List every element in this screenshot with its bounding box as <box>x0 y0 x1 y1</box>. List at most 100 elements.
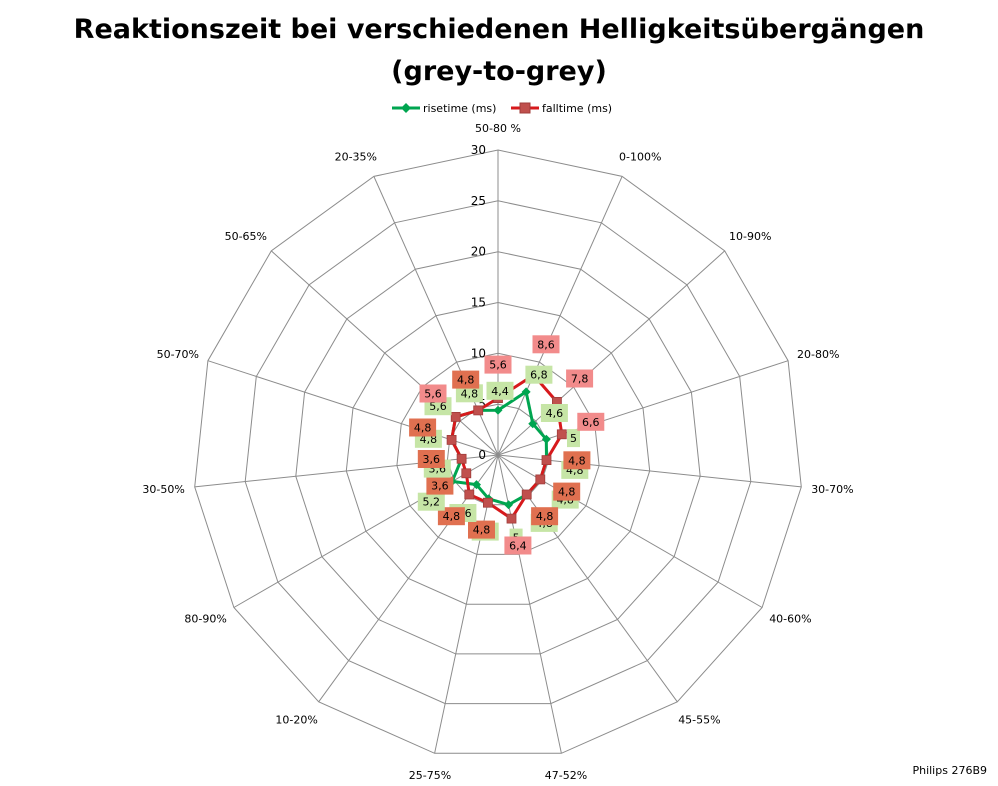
fall-label-2: 7,8 <box>571 373 589 386</box>
fall-label-bg-4 <box>563 451 591 470</box>
radial-tick-10: 10 <box>471 346 486 360</box>
radar-grid <box>194 149 802 754</box>
rise-label-2: 4,6 <box>546 407 564 420</box>
grid-ring-5 <box>244 200 752 705</box>
fall-marker-8 <box>482 497 493 508</box>
fall-label-bg-2 <box>566 369 594 388</box>
rise-label-bg-2 <box>540 404 568 422</box>
fall-marker-3 <box>556 429 567 440</box>
fall-label-9: 4,8 <box>443 510 461 523</box>
rise-label-1: 6,8 <box>530 369 548 382</box>
legend-fall-label: falltime (ms) <box>542 102 612 115</box>
rise-label-3: 5 <box>570 432 577 445</box>
fall-label-bg-3 <box>577 412 605 431</box>
category-label-12: 50-70% <box>157 348 199 361</box>
monitor-credit: Philips 276B9 <box>912 764 987 777</box>
rise-marker-3 <box>541 434 551 444</box>
spoke-10 <box>233 454 499 608</box>
fall-label-7: 6,4 <box>509 540 527 553</box>
fall-label-bg-11 <box>417 450 445 468</box>
fall-label-0: 5,6 <box>489 359 507 372</box>
rise-label-bg-14 <box>455 384 483 403</box>
rise-label-13: 5,6 <box>429 400 447 413</box>
fall-label-bg-9 <box>437 507 465 526</box>
fall-label-bg-5 <box>553 482 581 501</box>
grid-ring-1 <box>446 403 550 506</box>
fall-label-14: 4,8 <box>457 374 475 387</box>
rise-label-0: 4,4 <box>491 385 509 398</box>
fall-marker-11 <box>456 453 467 464</box>
category-label-6: 45-55% <box>678 714 720 727</box>
fall-marker-10 <box>461 468 472 479</box>
fall-label-bg-10 <box>426 476 454 495</box>
fall-label-bg-0 <box>484 355 512 374</box>
fall-label-10: 3,6 <box>431 480 449 493</box>
category-label-2: 10-90% <box>729 230 771 243</box>
category-label-8: 25-75% <box>409 769 451 782</box>
category-label-4: 30-70% <box>811 483 853 496</box>
radial-tick-30: 30 <box>471 143 486 157</box>
radial-tick-0: 0 <box>478 448 486 462</box>
grid-ring-3 <box>345 301 651 605</box>
fall-label-12: 4,8 <box>414 422 432 435</box>
legend-rise-label: risetime (ms) <box>423 102 496 115</box>
category-label-10: 80-90% <box>184 613 226 626</box>
legend-fall-marker <box>519 102 531 114</box>
category-label-11: 30-50% <box>142 483 184 496</box>
rise-label-14: 4,8 <box>461 387 479 400</box>
fall-label-4: 4,8 <box>568 454 586 467</box>
rise-marker-2 <box>528 419 538 429</box>
rise-label-bg-1 <box>525 365 553 384</box>
chart-title-line2: (grey-to-grey) <box>391 56 607 87</box>
fall-marker-9 <box>464 489 475 500</box>
fall-marker-6 <box>521 489 532 500</box>
legend-rise-marker <box>401 103 411 113</box>
rise-label-bg-3 <box>567 429 580 448</box>
fall-label-bg-1 <box>532 335 560 354</box>
category-label-5: 40-60% <box>769 613 811 626</box>
data-labels: 4,45,66,88,64,67,856,64,84,84,84,84,84,8… <box>409 335 605 555</box>
rise-label-10: 5,2 <box>423 496 441 509</box>
fall-label-3: 6,6 <box>582 416 600 429</box>
category-label-9: 10-20% <box>275 714 317 727</box>
fall-label-1: 8,6 <box>537 338 555 351</box>
chart-title-line1: Reaktionszeit bei verschiedenen Helligke… <box>74 14 925 45</box>
radial-tick-labels: 0 5 10 15 20 25 30 <box>471 143 486 462</box>
rise-marker-0 <box>493 405 503 415</box>
fall-label-bg-6 <box>531 507 559 526</box>
category-label-14: 20-35% <box>335 150 377 163</box>
fall-label-6: 4,8 <box>536 510 554 523</box>
rise-marker-9 <box>471 480 481 490</box>
fall-label-11: 3,6 <box>423 453 441 466</box>
fall-marker-7 <box>506 513 517 524</box>
category-label-7: 47-52% <box>545 769 587 782</box>
category-labels: 50-80 % 0-100% 10-90% 20-80% 30-70% 40-60% 45-… <box>142 122 853 782</box>
grid-ring-2 <box>396 352 600 555</box>
grid-ring-4 <box>295 251 701 655</box>
fall-marker-13 <box>450 411 461 422</box>
radial-tick-5: 5 <box>478 397 486 411</box>
spoke-2 <box>497 250 726 456</box>
fall-label-5: 4,8 <box>558 486 576 499</box>
rise-marker-1 <box>521 387 531 397</box>
category-label-3: 20-80% <box>797 348 839 361</box>
category-label-1: 0-100% <box>619 150 661 163</box>
fall-label-bg-7 <box>504 536 532 555</box>
fall-label-bg-13 <box>419 384 447 403</box>
fall-label-bg-8 <box>468 520 495 539</box>
fall-marker-4 <box>541 455 552 466</box>
category-label-13: 50-65% <box>225 230 267 243</box>
fall-label-13: 5,6 <box>424 388 442 401</box>
grid-ring-6 <box>194 149 802 754</box>
spoke-1 <box>497 176 623 456</box>
fall-label-8: 4,8 <box>473 524 491 537</box>
radial-tick-20: 20 <box>471 245 486 259</box>
fall-marker-5 <box>535 474 546 485</box>
rise-marker-7 <box>504 500 514 510</box>
radial-tick-25: 25 <box>471 194 486 208</box>
fall-marker-12 <box>446 434 457 445</box>
rise-label-bg-10 <box>417 492 445 511</box>
spoke-13 <box>270 250 499 456</box>
fall-label-bg-12 <box>409 418 437 437</box>
